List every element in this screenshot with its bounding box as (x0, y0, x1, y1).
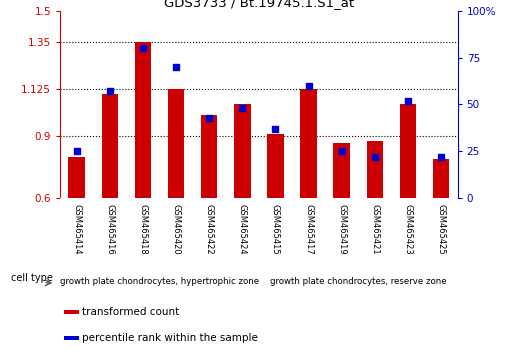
Text: GSM465423: GSM465423 (403, 204, 413, 255)
Point (73, 149, 81, 154)
FancyBboxPatch shape (64, 310, 79, 314)
Point (437, 154, 445, 160)
Bar (201, 115, 218, 198)
Bar (334, 143, 350, 198)
Bar (234, 104, 251, 198)
Text: GSM465419: GSM465419 (337, 204, 346, 255)
Bar (367, 141, 383, 198)
Text: GSM465420: GSM465420 (172, 204, 180, 255)
FancyBboxPatch shape (64, 336, 79, 340)
Point (404, 98, 412, 103)
Text: GSM465424: GSM465424 (238, 204, 247, 255)
Point (371, 154, 379, 160)
Text: transformed count: transformed count (82, 307, 179, 317)
Point (238, 105, 246, 111)
Point (172, 64, 180, 70)
Text: cell type: cell type (11, 273, 53, 283)
Text: GSM465421: GSM465421 (370, 204, 379, 255)
Bar (433, 159, 449, 198)
Title: GDS3733 / Bt.19745.1.S1_at: GDS3733 / Bt.19745.1.S1_at (164, 0, 354, 10)
Bar (400, 104, 416, 198)
Text: percentile rank within the sample: percentile rank within the sample (82, 333, 258, 343)
Bar (135, 42, 151, 198)
Text: GSM465422: GSM465422 (204, 204, 214, 255)
Text: GSM465425: GSM465425 (437, 204, 446, 255)
Bar (267, 133, 283, 198)
Text: GSM465418: GSM465418 (139, 204, 147, 255)
Text: GSM465415: GSM465415 (271, 204, 280, 255)
Text: GSM465417: GSM465417 (304, 204, 313, 255)
Point (304, 83, 313, 88)
Point (271, 126, 280, 132)
Point (106, 88, 114, 94)
Bar (69, 156, 85, 198)
Point (337, 149, 346, 154)
Bar (101, 94, 118, 198)
Point (139, 45, 147, 51)
Text: GSM465414: GSM465414 (72, 204, 81, 255)
Point (205, 115, 213, 120)
Text: GSM465416: GSM465416 (105, 204, 115, 255)
Text: growth plate chondrocytes, reserve zone: growth plate chondrocytes, reserve zone (270, 277, 447, 286)
Bar (300, 89, 317, 198)
Bar (168, 89, 185, 198)
Text: growth plate chondrocytes, hypertrophic zone: growth plate chondrocytes, hypertrophic … (60, 277, 259, 286)
